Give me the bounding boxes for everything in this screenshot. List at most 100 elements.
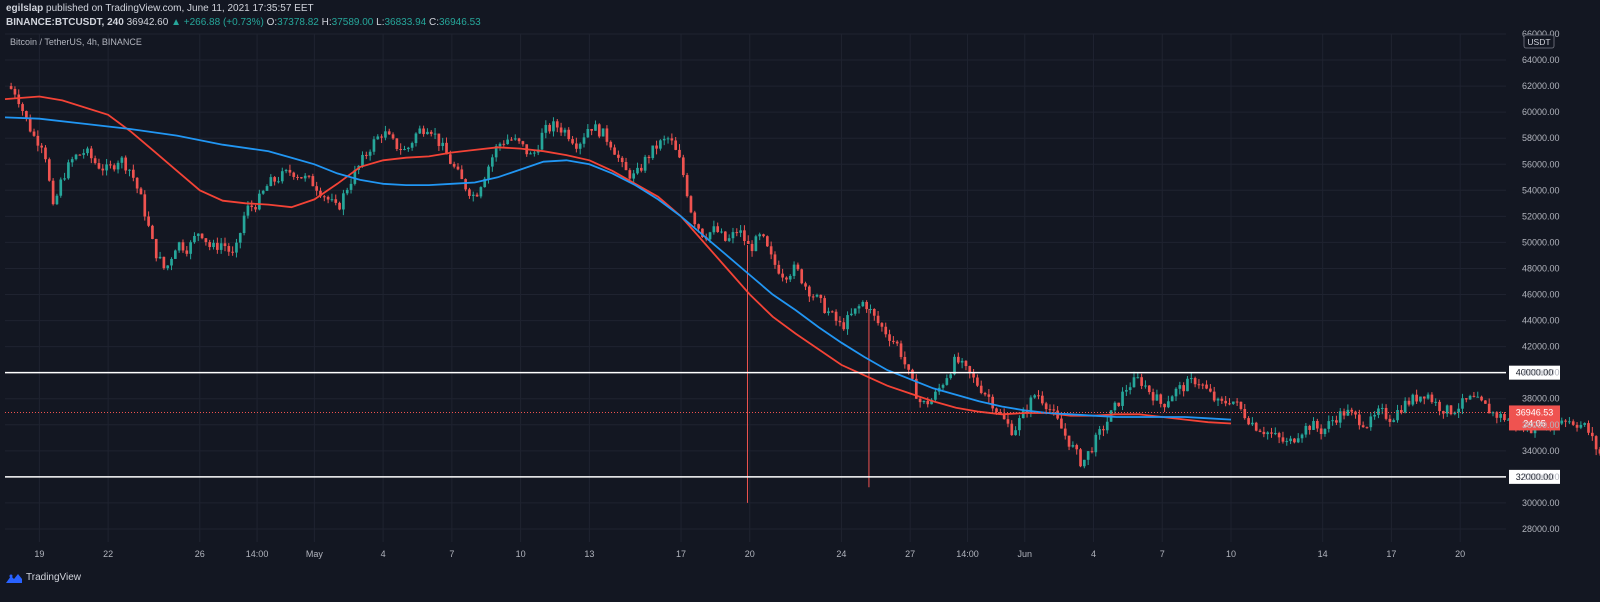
y-tick-label: 60000.00 bbox=[1522, 107, 1560, 117]
candle-body bbox=[788, 275, 792, 280]
candle-body bbox=[850, 313, 853, 316]
candle-body bbox=[731, 232, 735, 239]
candle-body bbox=[1419, 396, 1422, 402]
candle-body bbox=[758, 234, 762, 237]
candle-body bbox=[964, 360, 968, 367]
x-tick-label: 14 bbox=[1318, 549, 1328, 559]
candle-body bbox=[1170, 396, 1174, 402]
candle-body bbox=[246, 205, 250, 216]
candle-body bbox=[154, 238, 158, 259]
candle-body bbox=[899, 343, 903, 357]
y-tick-label: 48000.00 bbox=[1522, 263, 1560, 273]
candle-body bbox=[842, 322, 846, 330]
candle-body bbox=[766, 236, 769, 247]
ma-line-0 bbox=[4, 95, 1232, 425]
candle-body bbox=[1212, 391, 1216, 401]
candle-body bbox=[437, 133, 441, 147]
candle-body bbox=[773, 254, 777, 265]
candle-body bbox=[151, 225, 154, 239]
candle-body bbox=[1296, 438, 1300, 443]
candle-body bbox=[1117, 402, 1121, 406]
candle-body bbox=[1388, 418, 1392, 422]
candle-body bbox=[1506, 419, 1510, 421]
close-label: C: bbox=[429, 17, 439, 28]
candle-body bbox=[754, 236, 758, 252]
candle-body bbox=[1121, 391, 1124, 406]
candle-body bbox=[196, 233, 200, 236]
x-tick-label: 19 bbox=[34, 549, 44, 559]
candle-body bbox=[1575, 424, 1579, 428]
y-tick-label: 38000.00 bbox=[1522, 394, 1560, 404]
candle-body bbox=[502, 143, 506, 145]
candle-body bbox=[659, 140, 662, 149]
candle-body bbox=[1247, 418, 1250, 425]
candle-body bbox=[17, 94, 21, 105]
candle-body bbox=[582, 137, 586, 144]
candle-body bbox=[846, 315, 849, 330]
candle-body bbox=[636, 167, 639, 174]
candle-body bbox=[1453, 412, 1457, 415]
tradingview-logo[interactable]: TradingView bbox=[6, 572, 81, 583]
candle-body bbox=[746, 241, 750, 244]
candle-body bbox=[785, 277, 788, 280]
candle-body bbox=[1132, 377, 1136, 388]
candle-body bbox=[1571, 421, 1575, 425]
candle-body bbox=[1396, 410, 1399, 421]
candle-body bbox=[1285, 441, 1289, 443]
price-chart[interactable]: Bitcoin / TetherUS, 4h, BINANCE 40000.00… bbox=[0, 0, 1600, 566]
time-axis[interactable] bbox=[0, 542, 1506, 566]
candle-body bbox=[1342, 411, 1346, 416]
candle-body bbox=[1197, 384, 1201, 386]
candle-body bbox=[1277, 433, 1281, 438]
candle-body bbox=[517, 138, 521, 142]
candle-body bbox=[1331, 420, 1334, 422]
candle-body bbox=[1293, 438, 1296, 443]
level-badge bbox=[1509, 365, 1560, 380]
level-badge bbox=[1509, 469, 1560, 484]
candle-body bbox=[693, 212, 697, 225]
candle-body bbox=[781, 273, 784, 278]
price-change: ▲ +266.88 (+0.73%) bbox=[171, 17, 264, 28]
candle-body bbox=[326, 196, 330, 200]
candle-body bbox=[445, 142, 448, 155]
candle-body bbox=[204, 238, 208, 243]
candle-body bbox=[212, 242, 215, 248]
candle-body bbox=[55, 195, 59, 205]
close-value: 36946.53 bbox=[439, 17, 481, 28]
candle-body bbox=[475, 194, 479, 197]
candle-body bbox=[953, 356, 956, 375]
candle-body bbox=[491, 157, 494, 167]
candle-body bbox=[40, 145, 44, 148]
candle-body bbox=[632, 173, 635, 179]
candle-body bbox=[739, 230, 742, 233]
candle-body bbox=[384, 131, 387, 138]
footer: TradingView bbox=[0, 566, 1600, 602]
candle-body bbox=[93, 158, 97, 164]
candle-body bbox=[406, 147, 410, 150]
author-name[interactable]: egilslap bbox=[6, 3, 44, 14]
y-tick-label: 34000.00 bbox=[1522, 446, 1560, 456]
x-tick-label: Jun bbox=[1018, 549, 1033, 559]
price-axis[interactable] bbox=[1506, 34, 1600, 542]
candle-body bbox=[1338, 411, 1342, 423]
candle-body bbox=[166, 265, 170, 269]
candle-body bbox=[345, 189, 349, 194]
y-tick-label: 44000.00 bbox=[1522, 316, 1560, 326]
candle-body bbox=[1151, 392, 1155, 401]
level-label: 40000.00 bbox=[1516, 368, 1554, 378]
candle-body bbox=[1147, 385, 1151, 393]
candle-body bbox=[1323, 428, 1327, 435]
candle-body bbox=[1098, 429, 1101, 435]
candle-body bbox=[743, 230, 746, 242]
candle-body bbox=[1086, 451, 1090, 460]
candle-body bbox=[1094, 434, 1098, 453]
candle-body bbox=[834, 311, 838, 321]
candle-body bbox=[1583, 423, 1587, 425]
candle-body bbox=[63, 178, 66, 180]
candle-body bbox=[1163, 403, 1166, 408]
candle-body bbox=[288, 169, 292, 173]
y-tick-label: 58000.00 bbox=[1522, 133, 1560, 143]
candle-body bbox=[903, 356, 907, 365]
candle-body bbox=[1476, 396, 1480, 398]
candle-body bbox=[876, 315, 880, 324]
